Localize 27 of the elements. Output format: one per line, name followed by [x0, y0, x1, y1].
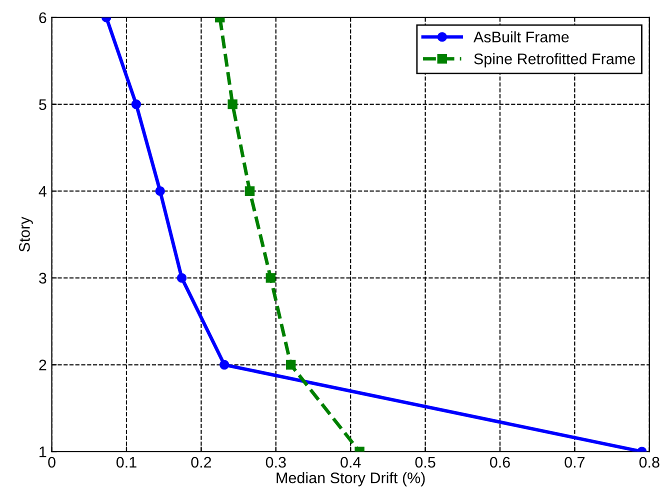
- legend-label: Spine Retrofitted Frame: [474, 53, 635, 68]
- x-tick-label: 0: [48, 456, 56, 468]
- point: [266, 273, 276, 283]
- point: [176, 273, 187, 283]
- x-tick-label: 0.6: [490, 456, 510, 468]
- x-tick-label: 0.4: [340, 456, 361, 468]
- x-tick-label: 0.1: [116, 456, 136, 468]
- x-axis-title: Median Story Drift (%): [276, 472, 425, 486]
- y-tick-label: 2: [39, 360, 46, 370]
- x-tick-label: 0.3: [266, 456, 286, 468]
- y-tick-label: 3: [39, 272, 46, 284]
- y-tick-label: 5: [39, 99, 46, 110]
- x-tick-label: 0.5: [415, 456, 436, 468]
- point: [244, 186, 255, 196]
- y-tick-label: 1: [40, 446, 46, 458]
- legend-label: AsBuilt Frame: [474, 31, 569, 42]
- y-axis-title: Story: [19, 216, 33, 252]
- point: [131, 99, 142, 110]
- point: [286, 360, 296, 370]
- x-tick-label: 0.7: [564, 456, 585, 468]
- x-tick-label: 0.2: [191, 456, 212, 468]
- y-tick-label: 6: [39, 12, 46, 24]
- point: [228, 99, 238, 110]
- x-tick-label: 0.8: [639, 456, 660, 468]
- y-tick-label: 4: [38, 186, 46, 197]
- point: [155, 186, 165, 196]
- point: [219, 360, 230, 370]
